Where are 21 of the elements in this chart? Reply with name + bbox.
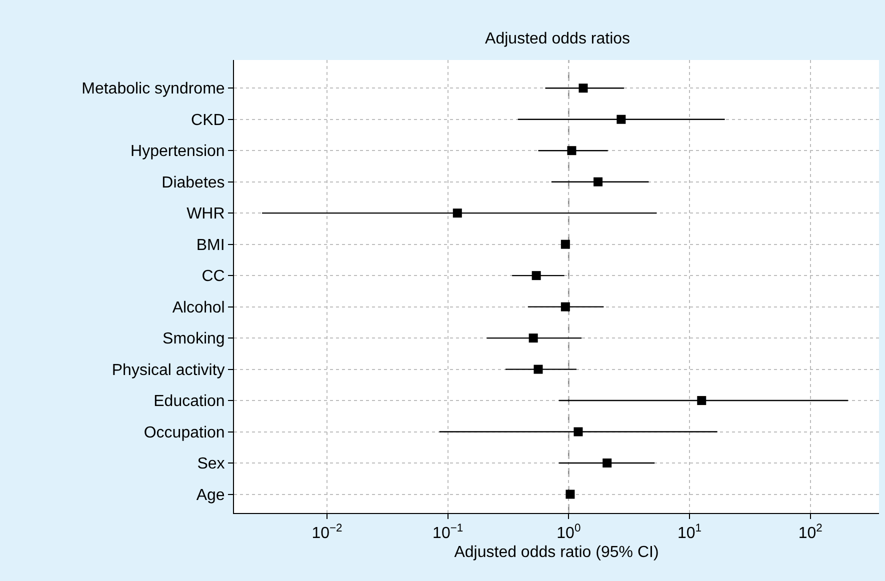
y-tick-label: Metabolic syndrome: [82, 80, 225, 98]
y-tick-label: Education: [154, 393, 225, 410]
y-tick-label: Occupation: [144, 424, 225, 442]
y-tick-label: Diabetes: [162, 174, 225, 192]
y-tick-label: Sex: [197, 456, 225, 473]
x-tick-label: 10$^{0}$: [556, 522, 581, 542]
x-axis-title: Adjusted odds ratio (95% CI): [454, 544, 659, 561]
y-tick-label: Age: [196, 486, 225, 504]
x-tick-label: 10$^{1}$: [677, 522, 702, 542]
x-tick-label: 10$^{−2}$: [312, 522, 342, 542]
y-tick-label: CKD: [191, 112, 225, 129]
x-tick-label: 10$^{2}$: [798, 522, 822, 542]
y-tick-label: Hypertension: [130, 143, 225, 160]
y-tick-label: Smoking: [162, 330, 225, 348]
y-tick-label: CC: [202, 268, 225, 286]
y-tick-label: Physical activity: [112, 362, 225, 379]
y-tick-label: WHR: [186, 206, 225, 223]
chart-title: Adjusted odds ratios: [485, 30, 630, 48]
y-tick-label: BMI: [196, 236, 225, 254]
x-tick-label: 10$^{−1}$: [432, 522, 464, 542]
y-tick-label: Alcohol: [172, 299, 225, 316]
